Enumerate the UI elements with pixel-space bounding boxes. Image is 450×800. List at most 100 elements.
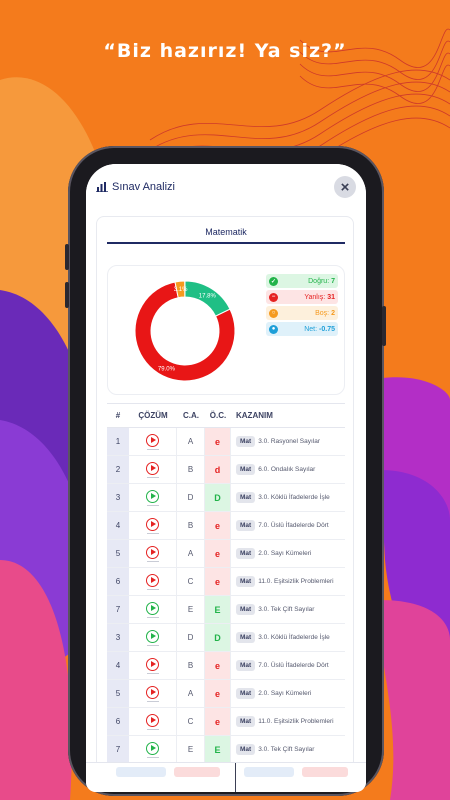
question-number: 4	[107, 512, 129, 539]
play-video-icon[interactable]	[146, 573, 159, 587]
col-solution-header: ÇÖZÜM	[138, 411, 168, 420]
correct-answer: A	[177, 428, 205, 455]
question-number: 1	[107, 428, 129, 455]
outcome-text: 2.0. Sayı Kümeleri	[258, 690, 312, 697]
outcome-text: 11.0. Eşitsizlik Problemleri	[258, 578, 334, 585]
student-answer: D	[205, 624, 231, 651]
app-header: Sınav Analizi ×	[86, 164, 366, 210]
play-video-icon[interactable]	[146, 713, 159, 727]
solution-cell	[129, 540, 177, 567]
outcome-cell: Mat 7.0. Üslü İfadelerde Dört	[231, 512, 345, 539]
question-number: 6	[107, 708, 129, 735]
subject-tag: Mat	[236, 492, 256, 503]
close-button[interactable]: ×	[334, 176, 356, 198]
result-legend: ✓ Doğru: 7 − Yanlış: 31 ○ Boş: 2 ● Net: -0.75	[266, 274, 338, 338]
subject-tag: Mat	[236, 688, 256, 699]
close-icon: ×	[340, 178, 350, 196]
play-video-icon[interactable]	[146, 545, 159, 559]
student-answer: e	[205, 680, 231, 707]
play-video-icon[interactable]	[146, 657, 159, 671]
solution-cell	[129, 428, 177, 455]
play-video-icon[interactable]	[146, 517, 159, 531]
report-button[interactable]	[174, 767, 220, 777]
student-answer: E	[205, 596, 231, 623]
correct-answer: C	[177, 568, 205, 595]
outcome-text: 7.0. Üslü İfadelerde Dört	[258, 662, 329, 669]
legend-label-text: Doğru:	[308, 277, 330, 285]
legend-label: Boş: 2	[315, 310, 335, 317]
subject-tag: Mat	[236, 548, 256, 559]
solution-underline	[146, 728, 159, 730]
legend-item-wrong: − Yanlış: 31	[266, 290, 338, 304]
solution-cell	[129, 680, 177, 707]
view-button[interactable]	[244, 767, 294, 777]
correct-answer: E	[177, 596, 205, 623]
correct-answer: E	[177, 736, 205, 763]
student-answer: E	[205, 736, 231, 763]
play-video-icon[interactable]	[146, 741, 159, 755]
legend-label: Doğru: 7	[308, 278, 335, 285]
solution-underline	[146, 448, 159, 450]
donut-label-empty: 3.1%	[174, 287, 188, 293]
play-video-icon[interactable]	[146, 433, 159, 447]
outcome-cell: Mat 11.0. Eşitsizlik Problemleri	[231, 568, 345, 595]
student-answer: e	[205, 428, 231, 455]
phone-side-button	[65, 282, 69, 308]
bottom-action-bar	[86, 762, 366, 792]
report-button[interactable]	[302, 767, 348, 777]
question-number: 6	[107, 568, 129, 595]
subject-tag: Mat	[236, 464, 256, 475]
solution-cell	[129, 596, 177, 623]
phone-power-button	[382, 306, 386, 346]
solution-cell	[129, 484, 177, 511]
outcome-cell: Mat 3.0. Tek Çift Sayılar	[231, 596, 345, 623]
student-answer: d	[205, 456, 231, 483]
student-answer: e	[205, 708, 231, 735]
question-number: 5	[107, 540, 129, 567]
legend-value: -0.75	[319, 325, 335, 333]
solution-cell	[129, 736, 177, 763]
play-video-icon[interactable]	[146, 601, 159, 615]
subject-tag: Mat	[236, 744, 256, 755]
outcome-cell: Mat 6.0. Ondalık Sayılar	[231, 456, 345, 483]
outcome-cell: Mat 2.0. Sayı Kümeleri	[231, 680, 345, 707]
col-correct-answer-header: C.A.	[183, 411, 199, 420]
legend-value: 2	[331, 309, 335, 317]
outcome-text: 3.0. Tek Çift Sayılar	[258, 746, 315, 753]
table-row: 7 E E Mat 3.0. Tek Çift Sayılar	[107, 736, 345, 764]
outcome-cell: Mat 3.0. Köklü İfadelerde İşle	[231, 624, 345, 651]
student-answer: e	[205, 652, 231, 679]
legend-label-text: Yanlış:	[304, 293, 326, 301]
legend-label-text: Net:	[304, 325, 318, 333]
subject-tag: Mat	[236, 436, 256, 447]
result-donut-chart: 17.8% 79.0% 3.1%	[134, 280, 236, 382]
solution-cell	[129, 652, 177, 679]
legend-item-empty: ○ Boş: 2	[266, 306, 338, 320]
play-video-icon[interactable]	[146, 685, 159, 699]
legend-label-text: Boş:	[315, 309, 330, 317]
legend-value: 31	[327, 293, 335, 301]
divider	[235, 763, 236, 792]
solution-underline	[146, 644, 159, 646]
table-header: # ÇÖZÜM C.A. Ö.C. KAZANIM	[107, 404, 345, 428]
legend-label: Net: -0.75	[304, 326, 335, 333]
donut-label-wrong: 79.0%	[158, 367, 176, 373]
question-number: 3	[107, 624, 129, 651]
play-video-icon[interactable]	[146, 489, 159, 503]
play-video-icon[interactable]	[146, 629, 159, 643]
donut-slice-empty	[174, 280, 186, 299]
correct-answer: B	[177, 512, 205, 539]
outcome-text: 3.0. Rasyonel Sayılar	[258, 438, 320, 445]
solution-underline	[146, 672, 159, 674]
solution-cell	[129, 624, 177, 651]
subject-tag: Mat	[236, 576, 256, 587]
view-button[interactable]	[116, 767, 166, 777]
analysis-card: Matematik 17.8% 79.0% 3.1% ✓ Doğru: 7 − Yanlı…	[96, 216, 354, 792]
table-row: 3 D D Mat 3.0. Köklü İfadelerde İşle	[107, 624, 345, 652]
col-no-header: #	[115, 411, 121, 420]
subject-tab[interactable]: Matematik	[107, 227, 345, 244]
play-video-icon[interactable]	[146, 461, 159, 475]
